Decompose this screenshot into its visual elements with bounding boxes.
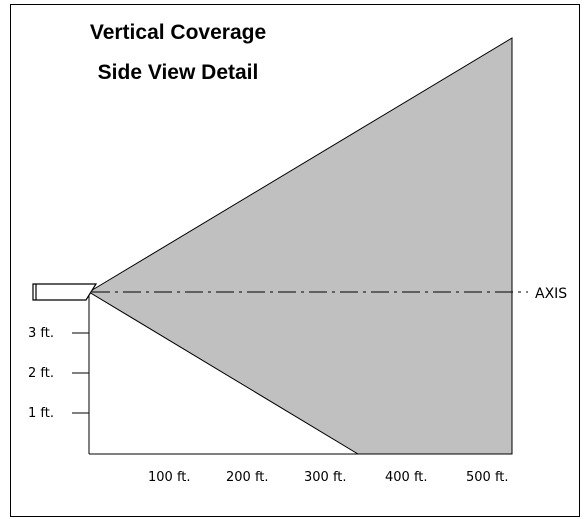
- coverage-area: [88, 37, 513, 455]
- height-label-3: 3 ft.: [28, 326, 54, 341]
- distance-label-500: 500 ft.: [466, 470, 509, 485]
- distance-label-400: 400 ft.: [385, 470, 428, 485]
- height-label-2: 2 ft.: [28, 366, 54, 381]
- diagram-title: Vertical Coverage: [89, 21, 267, 44]
- distance-label-100: 100 ft.: [148, 470, 191, 485]
- distance-label-200: 200 ft.: [226, 470, 269, 485]
- height-label-1: 1 ft.: [28, 406, 54, 421]
- sensor-device: [32, 283, 98, 301]
- axis-label: AXIS: [535, 286, 567, 302]
- distance-label-300: 300 ft.: [304, 470, 347, 485]
- diagram-subtitle: Side View Detail: [97, 61, 259, 84]
